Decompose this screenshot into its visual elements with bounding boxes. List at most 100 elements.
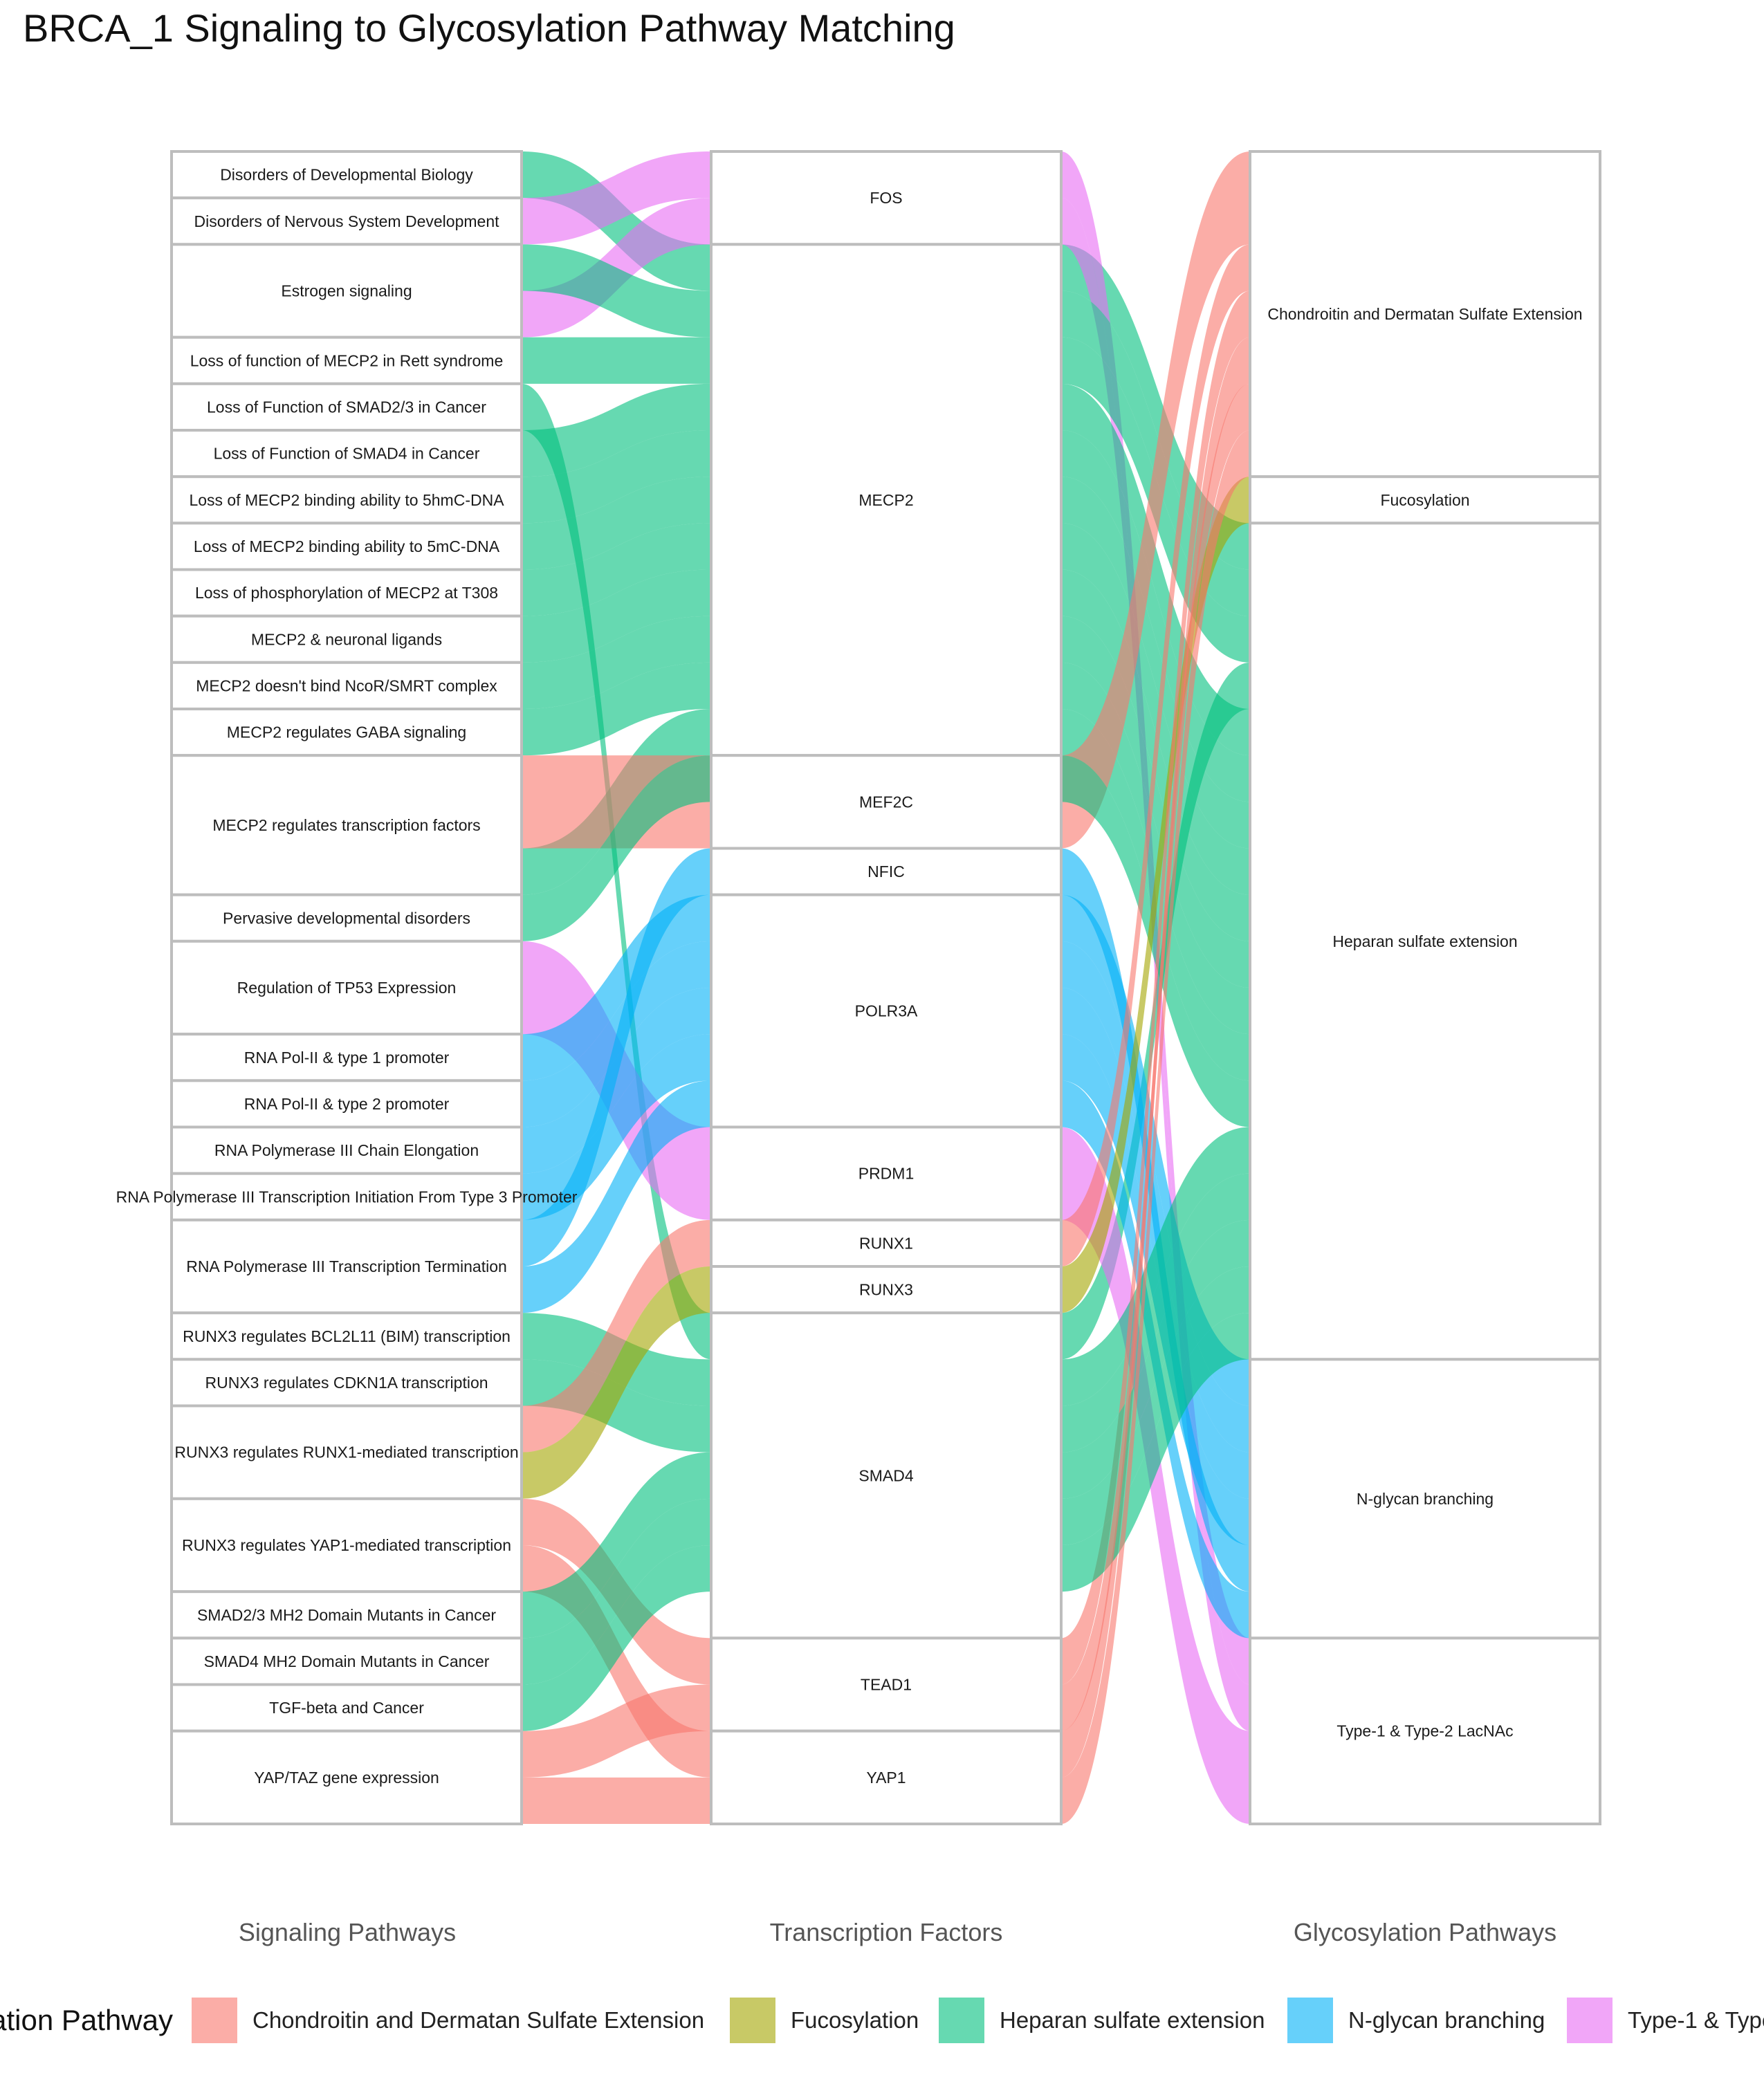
glycosylation-node-label: Type-1 & Type-2 LacNAc: [1336, 1722, 1513, 1740]
legend-swatch-type-1-type-2-lacnac: [1567, 1998, 1613, 2043]
flow-tf-to-glycosylation-12: [1061, 662, 1250, 1035]
signaling-node-label: YAP/TAZ gene expression: [254, 1769, 439, 1787]
tf-node-label: SMAD4: [858, 1466, 913, 1484]
flow-tf-to-glycosylation-23: [1061, 1127, 1250, 1406]
signaling-node-label: RUNX3 regulates RUNX1-mediated transcrip…: [174, 1444, 518, 1461]
flow-signaling-to-tf-25: [522, 1219, 711, 1452]
flow-signaling-to-tf-3: [522, 244, 711, 338]
signaling-node-estrogen-signaling: [170, 243, 523, 339]
flow-signaling-to-tf-5: [522, 383, 711, 1360]
flow-tf-to-glycosylation-11: [1061, 616, 1250, 988]
flow-signaling-to-tf-24: [522, 1359, 711, 1452]
flow-tf-to-glycosylation-33: [1061, 430, 1250, 1824]
legend-swatch-n-glycan-branching: [1287, 1998, 1333, 2043]
flow-signaling-to-tf-1: [522, 151, 711, 245]
signaling-node-label: MECP2 regulates transcription factors: [212, 816, 480, 834]
legend-label-type-1-type-2-lacnac: Type-1 & Type-2 LacNAc: [1628, 2007, 1764, 2033]
tf-node-mecp2: [710, 243, 1063, 757]
flow-tf-to-glycosylation-8: [1061, 477, 1250, 849]
signaling-node-label: Loss of MECP2 binding ability to 5hmC-DN…: [189, 491, 504, 509]
signaling-node-runx3-regulates-cdkn1a-transcription: [170, 1358, 523, 1408]
tf-node-polr3a: [710, 893, 1063, 1129]
signaling-node-label: Loss of function of MECP2 in Rett syndro…: [190, 351, 504, 369]
flow-tf-to-glycosylation-15: [1061, 755, 1250, 1127]
flow-signaling-to-tf-15: [522, 755, 711, 941]
legend-label-heparan-sulfate-extension: Heparan sulfate extension: [1000, 2007, 1265, 2033]
tf-node-yap1: [710, 1729, 1063, 1826]
tf-node-label: PRDM1: [858, 1165, 915, 1183]
tf-node-label: MECP2: [858, 491, 913, 509]
signaling-node-rna-pol-ii-type-2-promoter: [170, 1079, 523, 1129]
legend-swatch-heparan-sulfate-extension: [939, 1998, 984, 2043]
signaling-node-label: Pervasive developmental disorders: [223, 909, 470, 927]
flow-tf-to-glycosylation-7: [1061, 430, 1250, 802]
signaling-node-pervasive-developmental-disorders: [170, 893, 523, 943]
tf-node-label: TEAD1: [861, 1676, 912, 1694]
flow-tf-to-glycosylation-6: [1061, 383, 1250, 756]
flow-signaling-to-tf-7: [522, 430, 711, 524]
axis-labels: Signaling Pathways Transcription Factors…: [239, 1918, 1556, 1946]
signaling-node-label: MECP2 & neuronal ligands: [251, 630, 442, 648]
tf-node-nfic: [710, 847, 1063, 896]
signaling-node-label: SMAD2/3 MH2 Domain Mutants in Cancer: [197, 1606, 496, 1624]
signaling-node-label: RNA Polymerase III Transcription Initiat…: [116, 1188, 578, 1206]
tf-node-label: RUNX3: [859, 1281, 913, 1299]
flow-tf-to-glycosylation-27: [1061, 290, 1250, 1685]
flow-tf-to-glycosylation-24: [1061, 1173, 1250, 1452]
legend: Glycosylation Pathway Chondroitin and De…: [0, 1998, 1764, 2043]
flow-signaling-to-tf-17: [522, 894, 711, 1081]
legend-label-n-glycan-branching: N-glycan branching: [1348, 2007, 1545, 2033]
signaling-node-label: Loss of Function of SMAD4 in Cancer: [214, 445, 480, 463]
flow-tf-to-glycosylation-31: [1061, 1313, 1250, 1592]
flow-signaling-to-tf-6: [522, 383, 711, 477]
signaling-node-mecp2-doesn-t-bind-ncor-smrt-complex: [170, 661, 523, 710]
glycosylation-node-label: Fucosylation: [1380, 491, 1469, 509]
flow-signaling-to-tf-30: [522, 1498, 711, 1685]
flow-signaling-to-tf-8: [522, 477, 711, 570]
signaling-node-loss-of-mecp2-binding-ability-to-5mc-dna: [170, 522, 523, 571]
signaling-node-mecp2-regulates-gaba-signaling: [170, 708, 523, 757]
tf-node-label: YAP1: [866, 1769, 906, 1787]
legend-swatch-fucosylation: [730, 1998, 775, 2043]
signaling-node-loss-of-mecp2-binding-ability-to-5hmc-dna: [170, 475, 523, 525]
flow-signaling-to-tf-31: [522, 1545, 711, 1731]
glycosylation-node-chondroitin-and-dermatan-sulfate-extension: [1249, 150, 1601, 479]
axis-label-glycosylation: Glycosylation Pathways: [1294, 1918, 1556, 1946]
axis-label-signaling: Signaling Pathways: [239, 1918, 456, 1946]
signaling-node-label: RNA Pol-II & type 1 promoter: [244, 1049, 450, 1067]
flow-signaling-to-tf-9: [522, 523, 711, 616]
glycosylation-node-label: N-glycan branching: [1357, 1490, 1494, 1508]
tf-node-label: FOS: [870, 189, 902, 207]
signaling-node-label: MECP2 regulates GABA signaling: [227, 723, 466, 741]
signaling-node-rna-polymerase-iii-transcription-termination: [170, 1218, 523, 1315]
glycosylation-node-label: Chondroitin and Dermatan Sulfate Extensi…: [1267, 305, 1582, 323]
flow-signaling-to-tf-2: [522, 198, 711, 338]
tf-node-mef2c: [710, 754, 1063, 850]
flow-tf-to-glycosylation-0: [1061, 244, 1250, 570]
flow-signaling-to-tf-26: [522, 1266, 711, 1499]
flow-signaling-to-tf-21: [522, 848, 711, 1266]
flow-tf-to-glycosylation-29: [1061, 1219, 1250, 1499]
signaling-node-regulation-of-tp53-expression: [170, 939, 523, 1036]
tf-node-fos: [710, 150, 1063, 246]
tf-node-label: MEF2C: [859, 793, 913, 811]
flow-signaling-to-tf-12: [522, 662, 711, 756]
flow-signaling-to-tf-11: [522, 616, 711, 709]
signaling-node-mecp2-neuronal-ligands: [170, 614, 523, 664]
signaling-node-label: RUNX3 regulates CDKN1A transcription: [205, 1374, 488, 1392]
flows-layer: [522, 151, 1250, 1824]
flow-tf-to-glycosylation-30: [1061, 1266, 1250, 1545]
flow-signaling-to-tf-29: [522, 1452, 711, 1639]
signaling-node-loss-of-function-of-smad4-in-cancer: [170, 429, 523, 479]
signaling-node-label: MECP2 doesn't bind NcoR/SMRT complex: [196, 676, 497, 694]
signaling-node-rna-polymerase-iii-chain-elongation: [170, 1125, 523, 1175]
signaling-node-label: Loss of Function of SMAD2/3 in Cancer: [207, 398, 486, 416]
tf-node-tead1: [710, 1636, 1063, 1733]
signaling-node-label: RUNX3 regulates YAP1-mediated transcript…: [182, 1536, 511, 1554]
signaling-node-tgf-beta-and-cancer: [170, 1683, 523, 1733]
flow-signaling-to-tf-10: [522, 569, 711, 663]
flow-tf-to-glycosylation-32: [1061, 383, 1250, 1731]
signaling-node-loss-of-function-of-smad2-3-in-cancer: [170, 382, 523, 432]
tf-node-label: RUNX1: [859, 1234, 913, 1252]
